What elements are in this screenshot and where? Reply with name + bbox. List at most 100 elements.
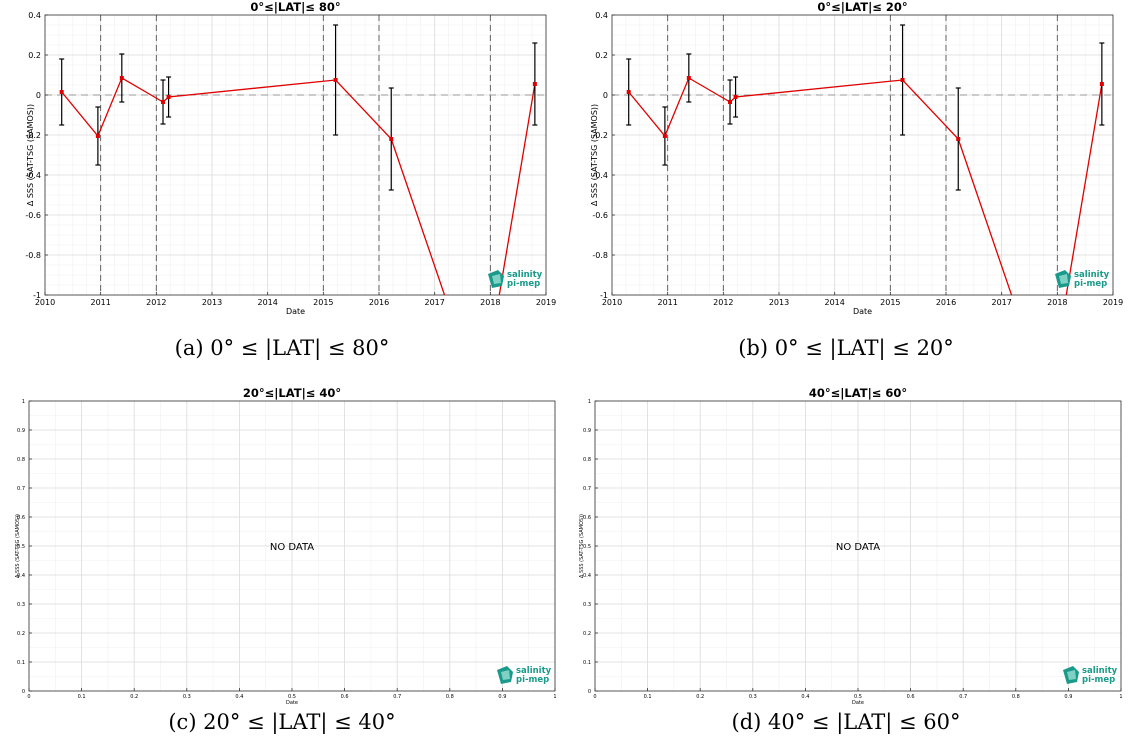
logo-line2: pi-mep [1074,279,1107,289]
x-tick-label: 0.7 [393,694,401,700]
x-tick-label: 0 [27,694,30,700]
y-tick-label: 0.3 [17,602,25,608]
x-tick-label: 2011 [90,298,110,307]
y-tick-label: 0 [36,91,41,100]
logo-line1: salinity [507,270,543,280]
x-tick-label: 0.6 [341,694,349,700]
chart-title: 20°≤|LAT|≤ 40° [243,386,341,400]
data-point [95,134,100,138]
y-tick-label: 1 [22,399,25,405]
y-tick-label: 0 [603,91,608,100]
y-tick-label: 0.2 [583,631,591,637]
y-tick-label: 0.6 [583,515,591,521]
y-tick-label: 0.2 [28,51,41,60]
data-point [686,76,691,80]
y-tick-label: -1 [33,291,41,300]
y-tick-label: 0.5 [17,544,25,550]
y-tick-label: 0.4 [17,573,25,579]
logo-mark-highlight-icon [1059,274,1068,284]
y-tick-label: 0.2 [595,51,608,60]
x-tick-label: 2011 [657,298,677,307]
x-tick-label: 2010 [602,298,622,307]
x-tick-label: 0.4 [801,694,809,700]
grid [28,400,556,692]
y-tick-label: 0.7 [17,486,25,492]
no-data-message: NO DATA [836,542,880,553]
logo-line1: salinity [516,666,552,676]
chart-b: 2010 2011 2012 2013 2014 2015 2016 2017 2018 2019… [590,0,1123,316]
y-tick-label: -0.4 [592,171,608,180]
x-tick-label: 0.4 [235,694,243,700]
y-tick-label: -0.8 [592,251,608,260]
x-tick-label: 1 [553,694,556,700]
data-point [161,100,166,104]
y-tick-label: 0.5 [583,544,591,550]
caption-a: (a) 0° ≤ |LAT| ≤ 80° [174,336,390,360]
y-tick-label: -0.6 [25,211,41,220]
y-tick-label: 1 [588,399,591,405]
x-tick-label: 2019 [536,298,556,307]
x-tick-label: 2018 [1047,298,1067,307]
x-tick-label: 2019 [1103,298,1123,307]
x-tick-label: 0.8 [446,694,454,700]
y-tick-label: 0.6 [17,515,25,521]
chart-d: 0 0.1 0.2 0.3 0.4 0.5 0.6 0.7 0.8 0.9 1 1 0.9 0.8 0.7 0… [579,386,1123,706]
chart-panel-d: 0 0.1 0.2 0.3 0.4 0.5 0.6 0.7 0.8 0.9 1 1 0.9 0.8 0.7 0… [564,380,1128,749]
x-tick-label: 0.6 [907,694,915,700]
y-tick-label: -0.2 [592,131,608,140]
grid [44,14,547,296]
x-tick-label: 0.2 [130,694,138,700]
y-tick-label: 0.7 [583,486,591,492]
x-tick-label: 0.1 [644,694,652,700]
data-point [733,95,738,99]
grid [611,14,1114,296]
series-line-group [61,77,536,295]
chart-title: 40°≤|LAT|≤ 60° [809,386,907,400]
data-point [1099,82,1104,86]
x-tick-label: 2010 [35,298,55,307]
y-tick-label: 0.1 [17,660,25,666]
data-point [626,90,631,94]
x-tick-label: 2014 [257,298,277,307]
y-tick-label: 0.4 [595,11,608,20]
y-tick-label: -0.6 [592,211,608,220]
y-axis-label: Δ SSS (SAT-TSG (SAMOS)) [579,514,585,578]
y-tick-label: 0.8 [17,457,25,463]
caption-b: (b) 0° ≤ |LAT| ≤ 20° [738,336,954,360]
series-line-group [628,77,1103,295]
series-line [628,77,1103,295]
x-tick-label: 2014 [824,298,844,307]
x-axis-label: Date [286,700,298,706]
chart-panel-a: 2010 2011 2012 2013 2014 2015 2016 2017 2018 2019… [0,0,564,370]
y-tick-label: 0.4 [583,573,591,579]
x-axis-label: Date [853,307,872,316]
logo-line2: pi-mep [507,279,540,289]
x-tick-label: 0.9 [1064,694,1072,700]
x-tick-label: 0.8 [1012,694,1020,700]
x-tick-label: 0.3 [749,694,757,700]
data-point [728,100,733,104]
y-tick-label: 0.9 [583,428,591,434]
x-tick-label: 2012 [146,298,166,307]
x-tick-label: 2012 [713,298,733,307]
x-tick-label: 0.7 [959,694,967,700]
logo-line2: pi-mep [516,675,549,685]
x-tick-label: 2016 [369,298,389,307]
y-tick-label: -0.4 [25,171,41,180]
y-tick-label: -0.8 [25,251,41,260]
x-tick-label: 2017 [424,298,444,307]
y-tick-label: 0.1 [583,660,591,666]
x-tick-label: 0.3 [183,694,191,700]
x-tick-label: 2015 [313,298,333,307]
x-tick-label: 1 [1119,694,1122,700]
chart-panel-c: 0 0.1 0.2 0.3 0.4 0.5 0.6 0.7 0.8 0.9 1 1 0.9 0.8 0.7 0… [0,380,564,749]
series-line [61,77,536,295]
x-tick-label: 0 [593,694,596,700]
logo-line1: salinity [1082,666,1118,676]
x-tick-label: 2018 [480,298,500,307]
data-point [119,76,124,80]
no-data-message: NO DATA [270,542,314,553]
y-axis-label: Δ SSS (SAT-TSG (SAMOS)) [590,104,599,206]
y-tick-label: 0.3 [583,602,591,608]
